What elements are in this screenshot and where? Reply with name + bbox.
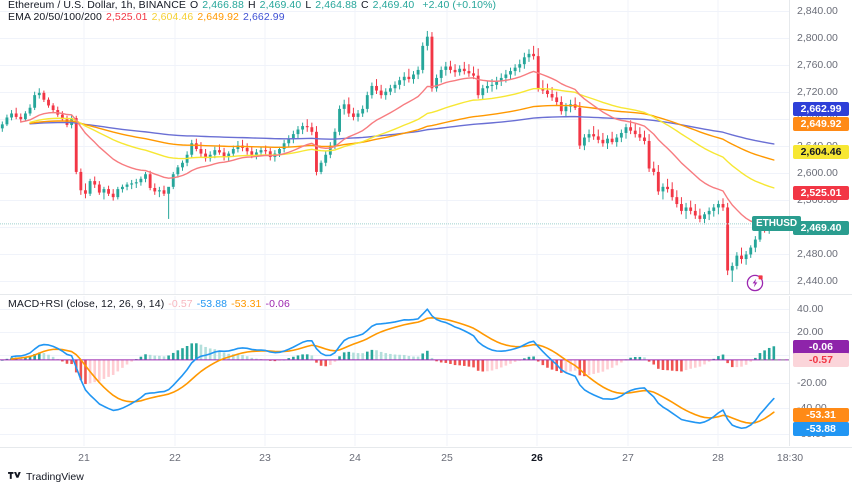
ohlc-c: C 2,469.40	[360, 0, 415, 11]
macd-line-pill[interactable]: -53.31	[793, 408, 849, 422]
macd-axis-tick-1: 20.00	[797, 326, 824, 338]
last-price-pill[interactable]: 2,469.40	[793, 221, 849, 235]
macd-indicator-svg	[0, 296, 790, 446]
time-label-3: 24	[349, 452, 361, 464]
price-scale[interactable]: 2,840.002,800.002,760.002,720.002,680.00…	[789, 0, 852, 341]
price-axis-tick-3: 2,720.00	[797, 86, 838, 98]
macd-scale[interactable]: 40.0020.000.00-20.00-40.00-60.00-0.06-0.…	[789, 296, 852, 446]
symbol-title[interactable]: Ethereum / U.S. Dollar, 1h, BINANCE	[8, 0, 186, 11]
time-label-4: 25	[441, 452, 453, 464]
ema-value-0: 2,525.01	[105, 11, 148, 23]
price-axis-tick-7: 2,560.00	[797, 194, 838, 206]
time-label-6: 27	[622, 452, 634, 464]
ema100-price-pill[interactable]: 2,649.92	[793, 117, 849, 131]
price-plot-area[interactable]	[0, 0, 790, 294]
macd-title[interactable]: MACD+RSI (close, 12, 26, 9, 14)	[8, 298, 165, 310]
macd-hist-pill[interactable]: -0.57	[793, 353, 849, 367]
macd-value-0: -0.57	[168, 298, 193, 310]
tradingview-logo-icon	[8, 471, 21, 479]
macd-value-3: -0.06	[265, 298, 290, 310]
ema-value-1: 2,604.46	[151, 11, 194, 23]
macd-plot-area[interactable]	[0, 296, 790, 446]
macd-pane: MACD+RSI (close, 12, 26, 9, 14) -0.57 -53.…	[0, 296, 852, 446]
macd-value-1: -53.88	[196, 298, 228, 310]
symbol-price-badge[interactable]: ETHUSD	[752, 216, 802, 232]
time-label-7: 28	[712, 452, 724, 464]
price-axis-tick-1: 2,800.00	[797, 32, 838, 44]
ohlc-l: L 2,464.88	[305, 0, 357, 11]
price-axis-tick-0: 2,840.00	[797, 5, 838, 17]
ema-legend-label[interactable]: EMA 20/50/100/200	[8, 11, 102, 23]
time-scale[interactable]: 21 22 23 24 25 26 27 28 18:30	[0, 447, 852, 468]
price-axis-tick-6: 2,600.00	[797, 167, 838, 179]
ema20-price-pill[interactable]: 2,525.01	[793, 186, 849, 200]
time-label-8: 18:30	[776, 452, 804, 464]
price-axis-tick-2: 2,760.00	[797, 59, 838, 71]
price-change: +2.40 (+0.10%)	[422, 0, 497, 11]
price-candlestick-svg	[0, 0, 790, 294]
macd-signal-pill[interactable]: -0.06	[793, 340, 849, 354]
symbol-legend-line: Ethereum / U.S. Dollar, 1h, BINANCE O 2,46…	[8, 0, 504, 11]
time-label-2: 23	[259, 452, 271, 464]
price-pane: Ethereum / U.S. Dollar, 1h, BINANCE O 2,46…	[0, 0, 852, 341]
pane-separator[interactable]	[0, 294, 852, 295]
ohlc-h: H 2,469.40	[247, 0, 302, 11]
macd-legend-line: MACD+RSI (close, 12, 26, 9, 14) -0.57 -53.…	[8, 298, 298, 310]
tradingview-branding[interactable]: TradingView	[8, 470, 84, 483]
time-label-5: 26	[531, 452, 543, 464]
ohlc-o: O 2,466.88	[189, 0, 244, 11]
ema200-price-pill[interactable]: 2,662.99	[793, 102, 849, 116]
price-axis-tick-10: 2,440.00	[797, 275, 838, 287]
ema-value-3: 2,662.99	[243, 11, 285, 23]
macd-value-2: -53.31	[231, 298, 262, 310]
rsi-line-pill[interactable]: -53.88	[793, 422, 849, 436]
macd-axis-tick-0: 40.00	[797, 303, 824, 315]
time-label-0: 21	[78, 452, 90, 464]
ema-legend-line: EMA 20/50/100/200 2,525.01 2,604.46 2,649.9…	[8, 11, 293, 23]
ema-value-2: 2,649.92	[197, 11, 240, 23]
price-axis-tick-9: 2,480.00	[797, 248, 838, 260]
time-label-1: 22	[169, 452, 181, 464]
ema50-price-pill[interactable]: 2,604.46	[793, 145, 849, 159]
macd-axis-tick-3: -20.00	[797, 377, 827, 389]
tradingview-label: TradingView	[26, 470, 84, 483]
alert-bolt-icon[interactable]	[746, 273, 765, 292]
